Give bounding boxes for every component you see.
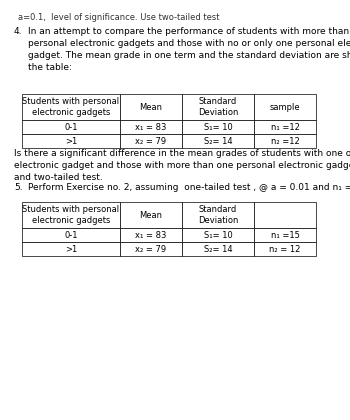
Text: x₂ = 79: x₂ = 79 (135, 136, 167, 145)
Bar (182, 202, 254, 228)
Bar (182, 228, 254, 242)
Bar (22, 134, 120, 148)
Text: n₁ =12: n₁ =12 (271, 123, 300, 131)
Text: Standard
Deviation: Standard Deviation (198, 205, 238, 225)
Text: Mean: Mean (140, 210, 162, 220)
Text: S₁= 10: S₁= 10 (204, 231, 232, 239)
Text: 0-1: 0-1 (64, 231, 78, 239)
Text: 5.: 5. (14, 183, 23, 192)
Text: In an attempt to compare the performance of students with more than one
personal: In an attempt to compare the performance… (28, 27, 350, 72)
Bar (254, 228, 316, 242)
Bar (182, 120, 254, 134)
Text: Perform Exercise no. 2, assuming  one-tailed test , @ a = 0.01 and n₁ = 15.: Perform Exercise no. 2, assuming one-tai… (28, 183, 350, 192)
Bar (22, 120, 120, 134)
Bar (22, 228, 120, 242)
Text: n₁ =15: n₁ =15 (271, 231, 300, 239)
Bar (120, 120, 182, 134)
Bar (120, 202, 182, 228)
Bar (120, 228, 182, 242)
Bar (120, 242, 182, 256)
Text: >1: >1 (65, 244, 77, 254)
Bar (254, 242, 316, 256)
Bar (254, 134, 316, 148)
Text: x₁ = 83: x₁ = 83 (135, 231, 167, 239)
Bar (182, 242, 254, 256)
Text: Standard
Deviation: Standard Deviation (198, 97, 238, 117)
Bar (254, 94, 316, 120)
Text: n₂ = 12: n₂ = 12 (269, 244, 301, 254)
Bar (254, 202, 316, 228)
Text: n₂ =12: n₂ =12 (271, 136, 299, 145)
Bar (254, 120, 316, 134)
Bar (120, 94, 182, 120)
Text: S₂= 14: S₂= 14 (204, 136, 232, 145)
Text: >1: >1 (65, 136, 77, 145)
Bar (182, 134, 254, 148)
Text: S₁= 10: S₁= 10 (204, 123, 232, 131)
Bar (22, 242, 120, 256)
Text: sample: sample (270, 102, 300, 111)
Text: 4.: 4. (14, 27, 22, 36)
Text: Students with personal
electronic gadgets: Students with personal electronic gadget… (22, 205, 120, 225)
Bar (120, 134, 182, 148)
Text: Is there a significant difference in the mean grades of students with one or no : Is there a significant difference in the… (14, 149, 350, 182)
Text: x₂ = 79: x₂ = 79 (135, 244, 167, 254)
Text: Students with personal
electronic gadgets: Students with personal electronic gadget… (22, 97, 120, 117)
Text: x₁ = 83: x₁ = 83 (135, 123, 167, 131)
Bar (182, 94, 254, 120)
Text: 0-1: 0-1 (64, 123, 78, 131)
Text: S₂= 14: S₂= 14 (204, 244, 232, 254)
Text: a=0.1,  level of significance. Use two-tailed test: a=0.1, level of significance. Use two-ta… (18, 13, 219, 22)
Bar (22, 202, 120, 228)
Text: Mean: Mean (140, 102, 162, 111)
Bar (22, 94, 120, 120)
